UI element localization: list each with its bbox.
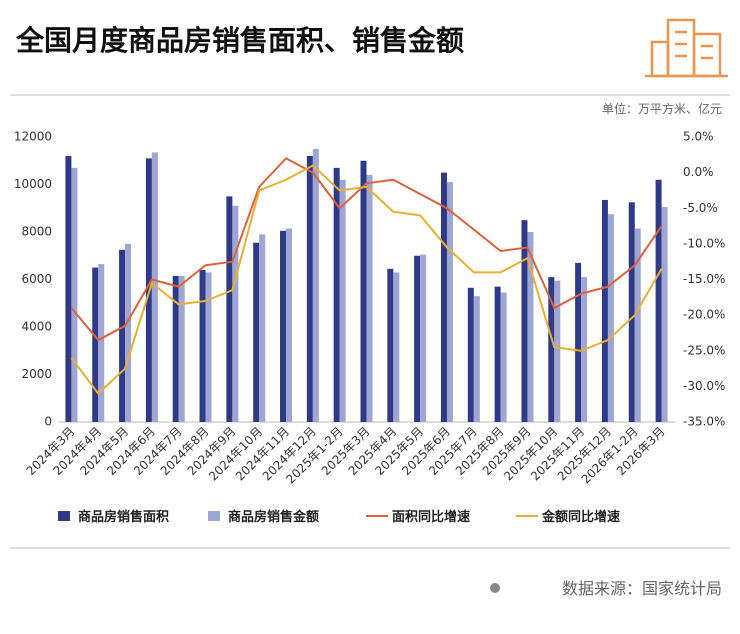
- bar: [575, 262, 582, 422]
- y2-tick-label: -10.0%: [683, 236, 725, 250]
- bar: [661, 207, 668, 422]
- y2-tick-label: -30.0%: [683, 379, 725, 393]
- bar: [119, 249, 126, 422]
- y2-tick-label: -5.0%: [683, 201, 718, 215]
- y2-tick-label: 5.0%: [683, 130, 714, 144]
- y2-tick-label: 0.0%: [683, 165, 714, 179]
- bar: [92, 267, 99, 422]
- bar: [446, 182, 453, 422]
- line: [70, 157, 663, 342]
- bar: [420, 254, 427, 422]
- bar: [548, 277, 555, 422]
- bar: [178, 275, 185, 422]
- legend-label: 金额同比增速: [541, 509, 620, 525]
- y-tick-label: 6000: [21, 272, 52, 286]
- bar: [125, 243, 132, 422]
- y2-tick-label: -35.0%: [683, 415, 725, 429]
- y-tick-label: 4000: [21, 320, 52, 334]
- source: 数据来源：国家统计局: [562, 579, 722, 598]
- bar: [199, 270, 206, 422]
- legend-label: 商品房销售面积: [78, 509, 169, 525]
- bar: [473, 296, 480, 422]
- bar: [655, 179, 662, 422]
- bar: [205, 272, 212, 422]
- bar: [393, 272, 400, 422]
- bar: [253, 242, 260, 422]
- legend-label: 商品房销售金额: [228, 509, 319, 525]
- bar: [500, 292, 507, 422]
- bar: [259, 234, 266, 422]
- y2-tick-label: -20.0%: [683, 308, 725, 322]
- bar: [333, 167, 340, 422]
- bar: [601, 199, 608, 422]
- chart-title: 全国月度商品房销售面积、销售金额: [15, 24, 464, 57]
- y-tick-label: 2000: [21, 367, 52, 381]
- y2-tick-label: -15.0%: [683, 272, 725, 286]
- building-icon: [645, 18, 728, 78]
- y-tick-label: 12000: [14, 130, 52, 144]
- bar: [71, 167, 78, 422]
- bar: [151, 152, 158, 422]
- bar: [226, 196, 233, 422]
- line: [70, 164, 663, 395]
- legend-label: 面积同比增速: [392, 509, 470, 525]
- bar: [360, 160, 367, 422]
- bar: [554, 280, 561, 422]
- bar: [280, 230, 287, 422]
- bar: [65, 156, 72, 422]
- bar: [172, 275, 179, 422]
- y2-tick-label: -25.0%: [683, 343, 725, 357]
- bar: [527, 232, 534, 422]
- bar: [467, 287, 474, 422]
- bar: [339, 179, 346, 422]
- bar: [628, 202, 635, 422]
- bar: [306, 156, 313, 422]
- bar: [312, 148, 319, 422]
- bar: [286, 228, 293, 422]
- y-tick-label: 0: [44, 415, 52, 429]
- bar: [232, 205, 239, 422]
- unit-label: 单位：万平方米、亿元: [602, 101, 722, 116]
- bar: [366, 175, 373, 422]
- bar: [387, 268, 394, 422]
- bar: [414, 255, 421, 422]
- y-tick-label: 10000: [14, 177, 52, 191]
- bar: [521, 220, 528, 422]
- source-dot: [490, 583, 500, 593]
- bar: [440, 172, 447, 422]
- bar: [494, 286, 501, 422]
- bar: [607, 214, 614, 422]
- bar: [634, 228, 641, 422]
- legend-swatch: [58, 511, 70, 521]
- bar: [98, 264, 105, 422]
- y-tick-label: 8000: [21, 225, 52, 239]
- legend-swatch: [208, 511, 220, 521]
